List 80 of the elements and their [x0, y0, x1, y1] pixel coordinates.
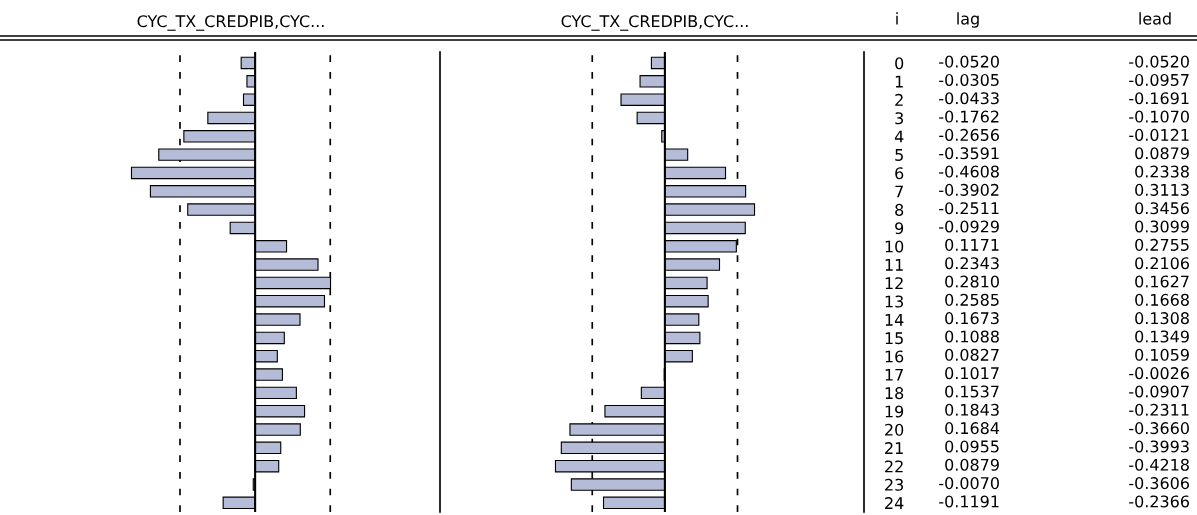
data-label: -0.4218	[1129, 458, 1189, 471]
y-tick-label: 11	[885, 259, 903, 271]
data-label: 0.1668	[1135, 293, 1189, 306]
data-label: 0.0879	[945, 458, 999, 471]
data-label: -0.0957	[1129, 73, 1189, 86]
data-label: -0.1691	[1129, 92, 1189, 105]
data-label: 0.1627	[1135, 275, 1189, 288]
data-label: -0.0520	[1129, 55, 1189, 68]
data-label: -0.0070	[939, 477, 999, 490]
data-label: 0.1088	[945, 330, 999, 343]
data-label: -0.0121	[1129, 128, 1189, 141]
data-label: -0.3993	[1129, 440, 1189, 453]
chart-title: CYC_TX_CREDPIB,CYC...	[137, 15, 324, 31]
data-label: -0.0929	[939, 220, 999, 233]
y-tick-label: 13	[885, 295, 903, 308]
y-tick-label: 5	[895, 149, 903, 161]
data-label: -0.3591	[939, 147, 999, 160]
y-tick-label: 20	[885, 423, 904, 436]
data-label: 0.2585	[945, 293, 999, 306]
y-tick-label: 1	[895, 75, 903, 88]
y-tick-label: 17	[885, 368, 903, 381]
data-label: 0.2343	[945, 257, 999, 270]
data-label: -0.0520	[939, 55, 999, 68]
data-label: 0.1308	[1135, 312, 1189, 325]
y-tick-label: 3	[895, 112, 903, 125]
data-label: 0.1059	[1135, 348, 1189, 361]
data-label: 0.1537	[945, 385, 999, 398]
data-label: -0.2366	[1129, 495, 1189, 508]
data-label: -0.2311	[1129, 403, 1189, 416]
data-label: 0.0827	[945, 348, 999, 361]
data-label: -0.0907	[1129, 385, 1189, 398]
data-label: -0.0305	[939, 73, 999, 86]
y-tick-label: 18	[885, 387, 904, 400]
y-tick-label: 12	[885, 277, 903, 289]
data-label: -0.1762	[939, 110, 999, 123]
y-tick-label: 14	[885, 313, 904, 326]
data-label: 0.1673	[945, 312, 999, 325]
y-tick-label: 7	[895, 185, 903, 198]
y-tick-label: 19	[885, 405, 904, 418]
data-label: -0.0433	[939, 92, 999, 105]
data-label: 0.2755	[1135, 238, 1189, 251]
data-label: 0.2810	[945, 275, 999, 288]
data-label: -0.1191	[939, 495, 999, 508]
data-label: -0.3606	[1129, 477, 1189, 490]
y-tick-label: 0	[895, 57, 904, 70]
data-label: 0.1684	[945, 422, 1000, 435]
y-tick-label: 4	[894, 130, 904, 143]
y-tick-label: 23	[885, 478, 903, 491]
data-label: -0.4608	[939, 165, 999, 178]
y-tick-label: 2	[895, 93, 903, 106]
y-tick-label: 15	[885, 332, 903, 345]
y-tick-label: 9	[895, 222, 904, 235]
text: lag	[957, 12, 979, 28]
data-label: 0.2106	[1135, 257, 1189, 270]
y-tick-label: 16	[885, 350, 904, 363]
data-label: -0.1070	[1129, 110, 1189, 123]
data-label: 0.1017	[945, 367, 999, 380]
data-label: -0.3902	[939, 183, 999, 196]
data-label: -0.0026	[1129, 367, 1189, 380]
data-label: 0.2338	[1135, 165, 1189, 178]
data-label: 0.3099	[1135, 220, 1189, 233]
y-tick-label: 22	[885, 460, 903, 473]
data-label: 0.1843	[945, 403, 999, 416]
data-label: 0.0955	[945, 440, 999, 453]
y-tick-label: 24	[885, 497, 904, 509]
data-label: 0.0879	[1135, 147, 1189, 160]
data-label: 0.1171	[945, 238, 999, 251]
text: i	[896, 12, 898, 25]
y-tick-label: 21	[885, 442, 903, 454]
y-tick-label: 10	[885, 240, 904, 253]
y-tick-label: 8	[895, 203, 904, 216]
data-label: -0.2656	[939, 128, 999, 141]
y-tick-label: 6	[895, 167, 904, 180]
data-label: -0.3660	[1129, 422, 1189, 435]
data-label: 0.1349	[1135, 330, 1189, 343]
data-label: -0.2511	[939, 202, 999, 215]
data-label: 0.3113	[1135, 183, 1189, 196]
data-label: 0.3456	[1135, 202, 1189, 215]
chart-title: CYC_TX_CREDPIB,CYC...	[561, 15, 748, 31]
text: lead	[1139, 12, 1171, 25]
